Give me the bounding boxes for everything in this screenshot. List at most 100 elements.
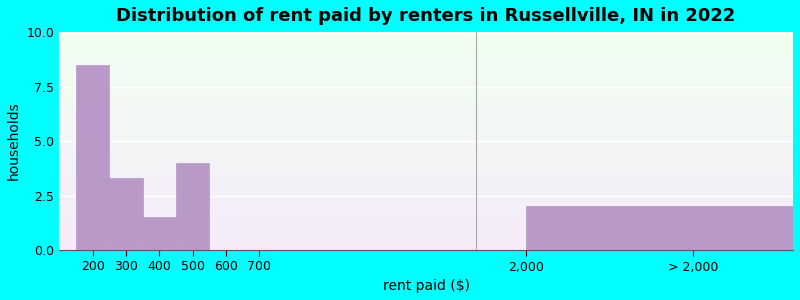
Bar bbox=[59, 160, 793, 161]
Bar bbox=[59, 128, 793, 129]
Bar bbox=[59, 228, 793, 230]
Bar bbox=[59, 116, 793, 117]
Bar bbox=[59, 125, 793, 126]
Bar bbox=[59, 78, 793, 79]
Bar bbox=[59, 200, 793, 201]
Bar bbox=[59, 191, 793, 192]
Bar bbox=[59, 108, 793, 110]
Bar bbox=[59, 175, 793, 176]
Bar bbox=[59, 192, 793, 194]
Bar bbox=[59, 34, 793, 35]
Bar bbox=[59, 208, 793, 209]
Bar bbox=[59, 100, 793, 101]
Bar bbox=[59, 88, 793, 89]
Bar bbox=[59, 61, 793, 63]
Bar bbox=[76, 65, 110, 250]
Title: Distribution of rent paid by renters in Russellville, IN in 2022: Distribution of rent paid by renters in … bbox=[117, 7, 736, 25]
Bar bbox=[59, 163, 793, 164]
Bar bbox=[59, 165, 793, 166]
Bar bbox=[59, 105, 793, 106]
Bar bbox=[59, 151, 793, 152]
Bar bbox=[59, 93, 793, 94]
Bar bbox=[59, 72, 793, 74]
Bar bbox=[59, 32, 793, 33]
Bar bbox=[59, 137, 793, 138]
Bar bbox=[59, 57, 793, 58]
Bar bbox=[59, 66, 793, 67]
Bar bbox=[59, 169, 793, 170]
Bar bbox=[59, 68, 793, 69]
Bar bbox=[59, 129, 793, 130]
Bar bbox=[59, 144, 793, 145]
Bar bbox=[59, 81, 793, 82]
Bar bbox=[59, 40, 793, 41]
Bar bbox=[59, 58, 793, 59]
Bar bbox=[59, 197, 793, 198]
Bar bbox=[176, 163, 210, 250]
Bar bbox=[59, 84, 793, 86]
Bar bbox=[59, 99, 793, 100]
Bar bbox=[59, 41, 793, 42]
Bar bbox=[59, 136, 793, 137]
Bar bbox=[59, 212, 793, 213]
Bar bbox=[59, 234, 793, 235]
Bar bbox=[59, 106, 793, 107]
Bar bbox=[59, 130, 793, 131]
Bar bbox=[59, 36, 793, 38]
Bar bbox=[59, 114, 793, 115]
Bar bbox=[59, 213, 793, 214]
Bar bbox=[59, 141, 793, 142]
Bar bbox=[59, 224, 793, 225]
Bar bbox=[59, 196, 793, 197]
Bar bbox=[59, 239, 793, 240]
Bar bbox=[59, 42, 793, 43]
Bar bbox=[59, 172, 793, 173]
Bar bbox=[59, 180, 793, 181]
Bar bbox=[59, 124, 793, 125]
Bar bbox=[59, 222, 793, 223]
Bar bbox=[59, 69, 793, 70]
Bar bbox=[59, 189, 793, 190]
Bar bbox=[59, 247, 793, 248]
Bar bbox=[59, 158, 793, 160]
Bar bbox=[59, 95, 793, 96]
Bar bbox=[526, 206, 800, 250]
Bar bbox=[59, 237, 793, 238]
Bar bbox=[59, 161, 793, 162]
Bar bbox=[59, 79, 793, 80]
Bar bbox=[59, 55, 793, 56]
Bar bbox=[59, 201, 793, 202]
Bar bbox=[59, 118, 793, 119]
Bar bbox=[59, 60, 793, 62]
Bar bbox=[59, 232, 793, 234]
Bar bbox=[59, 142, 793, 143]
Bar bbox=[59, 138, 793, 139]
Bar bbox=[59, 113, 793, 114]
Bar bbox=[59, 156, 793, 158]
Bar bbox=[59, 146, 793, 148]
Bar bbox=[59, 209, 793, 210]
Bar bbox=[59, 249, 793, 250]
Bar bbox=[59, 164, 793, 165]
Bar bbox=[59, 153, 793, 154]
Bar bbox=[59, 120, 793, 122]
Bar bbox=[59, 83, 793, 84]
Bar bbox=[59, 89, 793, 90]
Bar bbox=[59, 236, 793, 237]
Bar bbox=[59, 186, 793, 187]
Bar bbox=[59, 168, 793, 169]
Bar bbox=[59, 75, 793, 76]
Bar bbox=[59, 176, 793, 177]
Bar bbox=[59, 202, 793, 203]
Bar bbox=[59, 43, 793, 44]
Bar bbox=[59, 167, 793, 168]
Bar bbox=[59, 223, 793, 224]
Bar bbox=[59, 102, 793, 103]
Bar bbox=[59, 59, 793, 60]
Bar bbox=[59, 178, 793, 179]
Bar bbox=[59, 194, 793, 196]
Bar bbox=[59, 206, 793, 208]
Bar bbox=[59, 44, 793, 45]
Bar bbox=[59, 46, 793, 47]
Bar bbox=[59, 199, 793, 200]
